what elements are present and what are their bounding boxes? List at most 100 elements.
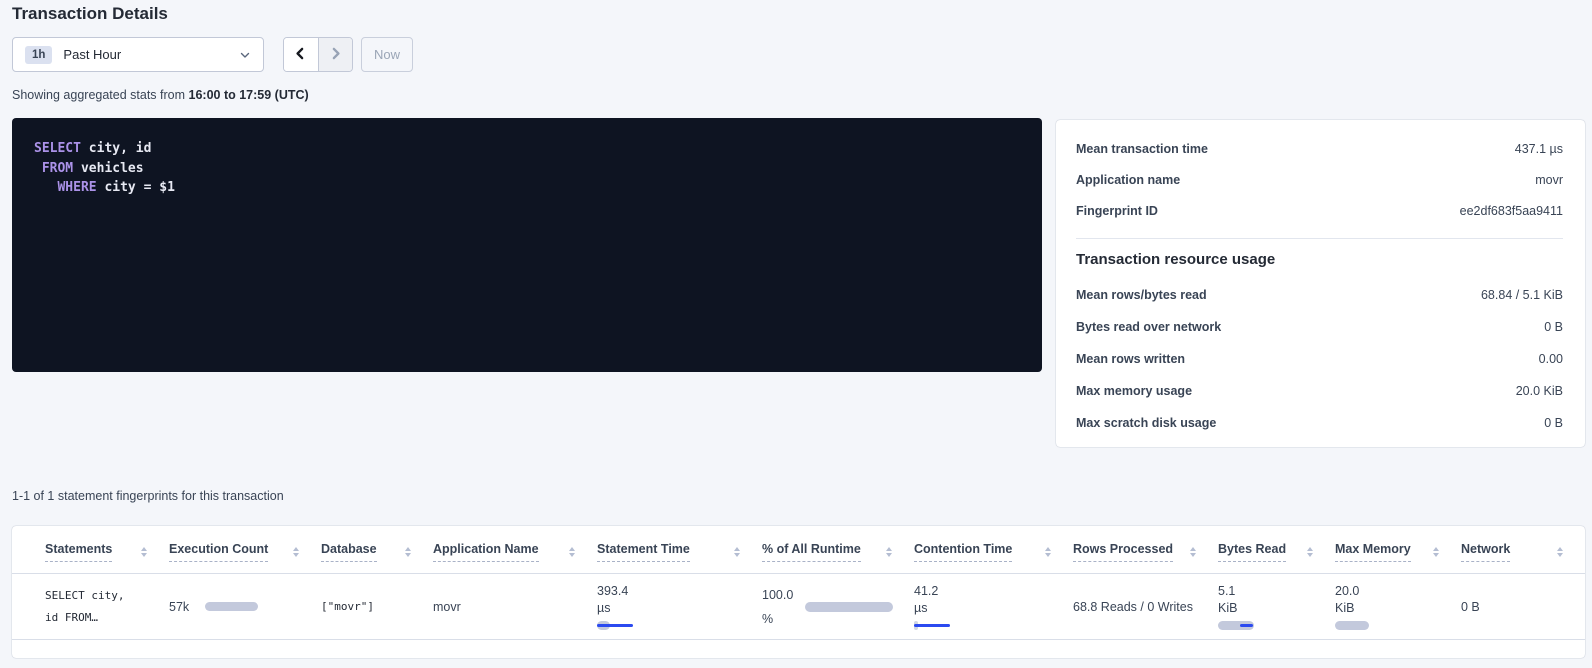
resource-label: Bytes read over network [1076, 320, 1222, 334]
transaction-summary-card: Mean transaction time 437.1 µs Application… [1056, 120, 1585, 447]
contention-time-bar [914, 621, 954, 630]
chevron-left-icon [294, 47, 307, 63]
contention-time-unit: µs [914, 601, 928, 615]
column-header-contention-time[interactable]: Contention Time [914, 526, 1073, 574]
resource-row: Max memory usage 20.0 KiB [1076, 375, 1563, 407]
max-memory-value: 20.0 [1335, 584, 1360, 598]
column-header-label: % of All Runtime [762, 542, 861, 562]
resource-value: 0 B [1544, 320, 1563, 334]
resource-label: Mean rows/bytes read [1076, 288, 1207, 302]
column-header-execution-count[interactable]: Execution Count [169, 526, 321, 574]
sql-statement-box: SELECT city, id FROM vehicles WHERE city… [12, 118, 1042, 372]
max-memory-bar [1335, 621, 1375, 630]
aggregated-stats-line: Showing aggregated stats from 16:00 to 1… [12, 88, 309, 102]
sort-icon [1307, 547, 1313, 557]
resource-label: Max memory usage [1076, 384, 1193, 398]
now-button[interactable]: Now [361, 37, 413, 72]
resource-row: Mean rows written 0.00 [1076, 343, 1563, 375]
summary-divider [1076, 238, 1563, 239]
statement-fingerprint-link[interactable]: SELECT city, id FROM… [45, 585, 163, 629]
summary-label: Fingerprint ID [1076, 203, 1158, 218]
prev-time-button[interactable] [284, 38, 319, 71]
summary-value: movr [1535, 172, 1563, 187]
column-header-label: Max Memory [1335, 542, 1411, 562]
resource-rows: Mean rows/bytes read 68.84 / 5.1 KiB Bytes… [1076, 279, 1563, 439]
sql-line: SELECT city, id [34, 141, 152, 156]
sql-line: FROM vehicles [41, 160, 144, 176]
time-range-dropdown[interactable]: 1h Past Hour [12, 37, 264, 72]
next-time-button[interactable] [318, 38, 352, 71]
column-header-application-name[interactable]: Application Name [433, 526, 597, 574]
runtime-percent-value: 100.0 [762, 587, 794, 602]
summary-row: Fingerprint ID ee2df683f5aa9411 [1076, 195, 1563, 226]
stats-line-range: 16:00 to 17:59 (UTC) [188, 88, 309, 102]
column-header-label: Contention Time [914, 542, 1013, 562]
column-header-label: Network [1461, 542, 1511, 562]
statement-line-2: id FROM… [45, 610, 98, 624]
statement-time-bar [597, 621, 637, 630]
column-header-statements[interactable]: Statements [12, 526, 169, 574]
column-header-rows-processed[interactable]: Rows Processed [1073, 526, 1218, 574]
column-header-label: Rows Processed [1073, 542, 1174, 562]
chevron-down-icon [239, 49, 251, 61]
resource-value: 20.0 KiB [1515, 384, 1563, 398]
column-header-database[interactable]: Database [321, 526, 433, 574]
database-value: ["movr"] [321, 599, 374, 613]
resource-row: Mean rows/bytes read 68.84 / 5.1 KiB [1076, 279, 1563, 311]
table-header-row: Statements Execution Count Database Applica… [12, 526, 1585, 574]
resource-value: 0 B [1544, 416, 1563, 430]
resource-value: 68.84 / 5.1 KiB [1480, 288, 1563, 302]
statement-row: SELECT city, id FROM… 57k ["movr"] movr … [12, 573, 1585, 640]
sort-icon [141, 547, 147, 557]
summary-row: Application name movr [1076, 164, 1563, 195]
sort-icon [1045, 547, 1051, 557]
contention-time-value: 41.2 [914, 584, 939, 598]
statements-table-card: Statements Execution Count Database Applica… [12, 526, 1585, 658]
bytes-read-bar [1218, 621, 1258, 630]
runtime-percent-bar [805, 601, 894, 612]
column-header-bytes-read[interactable]: Bytes Read [1218, 526, 1335, 574]
summary-rows: Mean transaction time 437.1 µs Application… [1076, 133, 1563, 226]
resource-value: 0.00 [1538, 352, 1563, 366]
column-header-statement-time[interactable]: Statement Time [597, 526, 762, 574]
sort-icon [1190, 547, 1196, 557]
sort-icon [405, 547, 411, 557]
statement-time-unit: µs [597, 601, 611, 615]
summary-value: 437.1 µs [1514, 141, 1563, 156]
application-name-value: movr [433, 599, 461, 614]
sort-icon [1557, 547, 1563, 557]
bytes-read-unit: KiB [1218, 601, 1238, 615]
sort-icon [569, 547, 575, 557]
statement-line-1: SELECT city, [45, 588, 125, 602]
column-header-label: Application Name [433, 542, 539, 562]
resource-label: Max scratch disk usage [1076, 416, 1217, 430]
resource-usage-heading: Transaction resource usage [1076, 251, 1276, 268]
sql-line: WHERE city = $1 [57, 180, 175, 195]
summary-value: ee2df683f5aa9411 [1459, 203, 1563, 218]
resource-label: Mean rows written [1076, 352, 1186, 366]
time-range-label: Past Hour [63, 47, 122, 62]
statement-time-value: 393.4 [597, 584, 629, 598]
page-title: Transaction Details [12, 4, 168, 23]
column-header-label: Bytes Read [1218, 542, 1287, 562]
summary-label: Mean transaction time [1076, 141, 1208, 156]
sort-icon [293, 547, 299, 557]
column-header-max-memory[interactable]: Max Memory [1335, 526, 1461, 574]
sort-icon [734, 547, 740, 557]
stats-line-prefix: Showing aggregated stats from [12, 88, 189, 102]
statements-table-caption: 1-1 of 1 statement fingerprints for this… [12, 489, 284, 503]
resource-row: Max scratch disk usage 0 B [1076, 407, 1563, 439]
max-memory-unit: KiB [1335, 601, 1355, 615]
summary-row: Mean transaction time 437.1 µs [1076, 133, 1563, 164]
column-header-network[interactable]: Network [1461, 526, 1585, 574]
column-header-label: Statement Time [597, 542, 690, 562]
rows-processed-value: 68.8 Reads / 0 Writes [1073, 599, 1193, 614]
column-header-label: Execution Count [169, 542, 269, 562]
time-nav-group [283, 37, 353, 72]
column-header--of-all-runtime[interactable]: % of All Runtime [762, 526, 914, 574]
time-range-badge: 1h [25, 45, 53, 64]
sort-icon [886, 547, 892, 557]
execution-count-bar [205, 602, 259, 611]
network-value: 0 B [1461, 599, 1480, 614]
summary-label: Application name [1076, 172, 1181, 187]
